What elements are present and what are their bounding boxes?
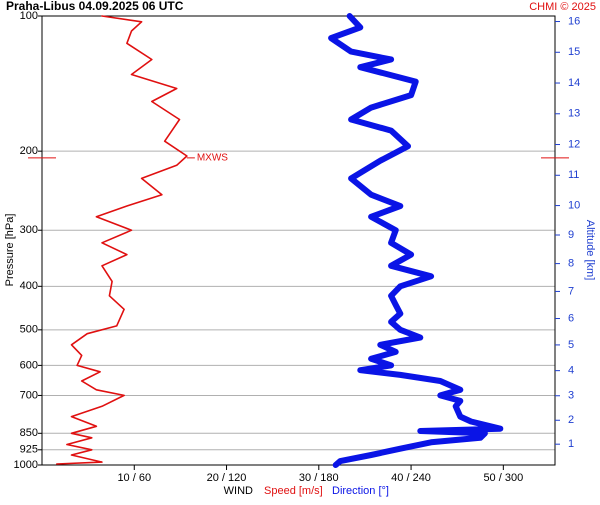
y2-tick-label: 4 [568, 365, 574, 377]
legend-entry: Direction [°] [332, 485, 389, 497]
y2-tick-label: 15 [568, 46, 580, 58]
y-tick-label: 200 [20, 145, 38, 157]
y-tick-label: 925 [20, 444, 38, 456]
profile-line [55, 15, 188, 465]
x-tick-label: 20 / 120 [207, 472, 247, 484]
legend-entry: Speed [m/s] [264, 485, 323, 497]
x-tick-label: 50 / 300 [483, 472, 523, 484]
y2-tick-label: 10 [568, 199, 580, 211]
plot-frame [41, 15, 556, 466]
source: CHMI © 2025 [529, 1, 596, 13]
y2-tick-label: 1 [568, 438, 574, 450]
y2-tick-label: 11 [568, 169, 579, 181]
y-tick-label: 1000 [14, 459, 38, 471]
y2-tick-label: 13 [568, 108, 580, 120]
y2-tick-label: 2 [568, 414, 574, 426]
annotation: MXWS [197, 153, 228, 164]
x-tick-label: 10 / 60 [117, 472, 151, 484]
y2-tick-label: 7 [568, 285, 574, 297]
y-tick-label: 100 [20, 10, 38, 22]
x-tick-label: 40 / 240 [391, 472, 431, 484]
y-axis-label: Pressure [hPa] [4, 214, 16, 287]
chart-title: Praha-Libus 04.09.2025 06 UTC [6, 0, 184, 13]
y-tick-label: 400 [20, 280, 38, 292]
y2-tick-label: 16 [568, 15, 580, 27]
y2-tick-label: 3 [568, 390, 574, 402]
y-tick-label: 500 [20, 324, 38, 336]
y-tick-label: 850 [20, 427, 38, 439]
y-tick-label: 600 [20, 359, 38, 371]
y2-tick-label: 5 [568, 339, 574, 351]
profile-line [328, 13, 504, 468]
y2-axis-label: Altitude [km] [584, 220, 596, 281]
y2-tick-label: 12 [568, 138, 580, 150]
y2-tick-label: 8 [568, 258, 574, 270]
x-axis-label: WIND [224, 485, 253, 497]
y2-tick-label: 9 [568, 229, 574, 241]
y2-tick-label: 6 [568, 312, 574, 324]
y2-tick-label: 14 [568, 77, 580, 89]
y-tick-label: 300 [20, 224, 38, 236]
x-tick-label: 30 / 180 [299, 472, 339, 484]
y-tick-label: 700 [20, 389, 38, 401]
